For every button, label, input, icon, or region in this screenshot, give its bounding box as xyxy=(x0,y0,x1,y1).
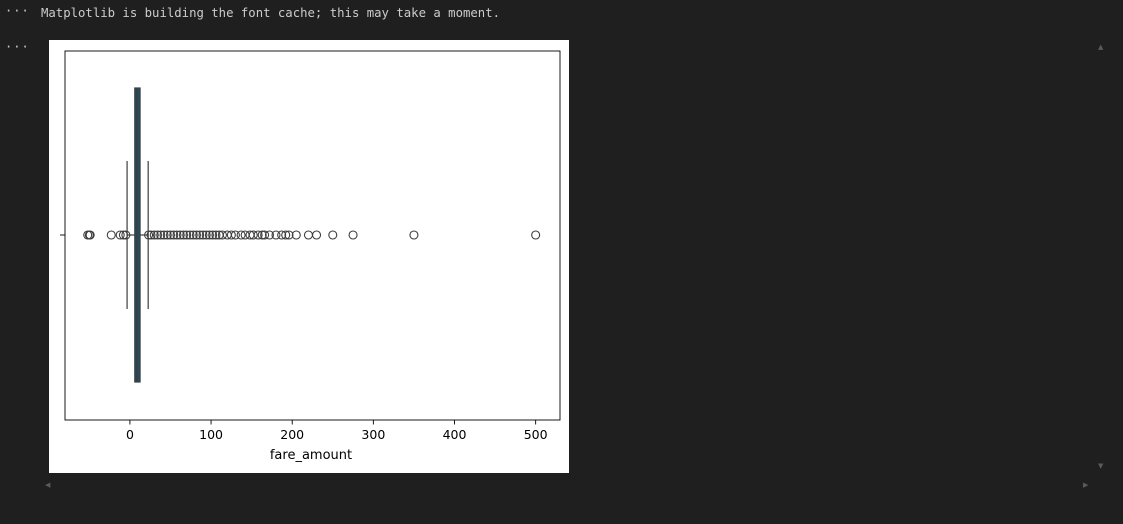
box xyxy=(134,87,141,383)
outlier-point xyxy=(257,230,267,240)
outlier-point xyxy=(162,230,172,240)
x-tick-label: 300 xyxy=(361,427,385,442)
outlier-point xyxy=(149,230,159,240)
scroll-right-icon[interactable]: ▶ xyxy=(1083,481,1089,489)
outlier-point xyxy=(146,230,156,240)
outlier-point xyxy=(195,230,205,240)
outlier-point xyxy=(152,230,163,240)
outlier-point xyxy=(182,230,192,240)
outlier-point xyxy=(204,230,214,240)
scroll-left-icon[interactable]: ◀ xyxy=(45,481,51,489)
outlier-point xyxy=(106,230,116,240)
outlier-point xyxy=(191,230,202,240)
scroll-up-icon[interactable]: ▲ xyxy=(1098,43,1104,51)
plot-output-more-actions-icon[interactable]: ··· xyxy=(5,40,30,54)
outlier-point xyxy=(281,230,291,240)
outlier-point xyxy=(188,230,198,240)
outlier-point xyxy=(260,230,270,240)
stdout-text: Matplotlib is building the font cache; t… xyxy=(41,6,501,20)
x-tick-label: 400 xyxy=(443,427,467,442)
outlier-point xyxy=(230,230,240,240)
outlier-point xyxy=(217,230,227,240)
outlier-point xyxy=(172,230,182,240)
outlier-point xyxy=(208,230,218,240)
outlier-point xyxy=(328,230,338,240)
boxplot-chart: 0 100 200 300 400 500 fare_amount xyxy=(60,50,561,463)
x-tick-label: 0 xyxy=(126,427,134,442)
outlier-point xyxy=(156,230,166,240)
x-axis-label: fare_amount xyxy=(270,448,352,463)
x-tick-label: 200 xyxy=(280,427,304,442)
outlier-point xyxy=(201,230,211,240)
outlier-point xyxy=(178,230,189,240)
outlier-point xyxy=(198,230,208,240)
outlier-point xyxy=(409,230,419,240)
outlier-point xyxy=(248,230,258,240)
x-tick-label: 500 xyxy=(524,427,548,442)
output-more-actions-icon[interactable]: ··· xyxy=(5,4,30,18)
outlier-point xyxy=(121,230,131,240)
outlier-point xyxy=(85,230,95,240)
outlier-point xyxy=(277,230,287,240)
outlier-point xyxy=(115,230,125,240)
outlier-point xyxy=(291,230,301,240)
outlier-point xyxy=(159,230,169,240)
plot-image: 0 100 200 300 400 500 fare_amount xyxy=(49,40,569,473)
outlier-point xyxy=(118,230,128,240)
outlier-point xyxy=(264,230,275,240)
outlier-point xyxy=(253,230,263,240)
outlier-point xyxy=(531,230,541,240)
x-tick-label: 100 xyxy=(199,427,223,442)
outlier-point xyxy=(169,230,179,240)
outlier-point xyxy=(144,230,154,240)
outlier-point xyxy=(271,230,281,240)
scroll-down-icon[interactable]: ▼ xyxy=(1098,462,1104,470)
outlier-point xyxy=(284,230,294,240)
outlier-point xyxy=(236,230,246,240)
outlier-point xyxy=(348,230,358,240)
outlier-point xyxy=(303,230,313,240)
outlier-point xyxy=(226,230,236,240)
outlier-point xyxy=(185,230,195,240)
outlier-point xyxy=(211,230,221,240)
outlier-point xyxy=(165,230,176,240)
outlier-point xyxy=(175,230,185,240)
outlier-point xyxy=(312,230,322,240)
plot-frame xyxy=(64,50,561,421)
